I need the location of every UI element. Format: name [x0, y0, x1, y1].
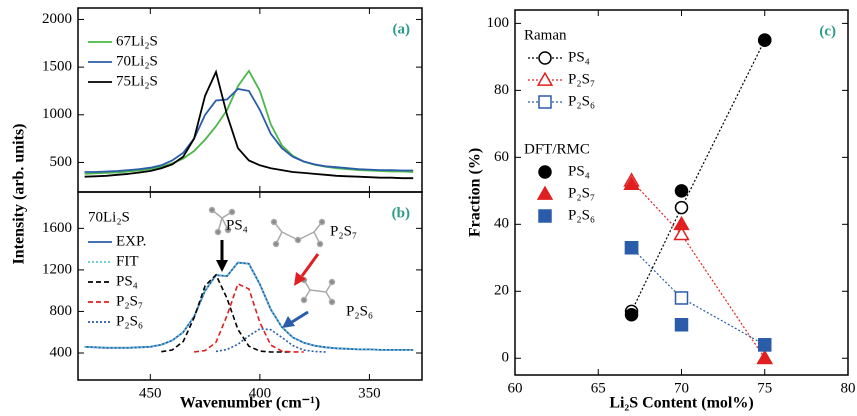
- annotation: P₂S₆: [346, 303, 373, 319]
- marker: [674, 184, 689, 198]
- marker: [758, 33, 772, 47]
- spectrum-line: [215, 327, 326, 353]
- y-tick-label: 400: [50, 344, 73, 360]
- marker: [624, 307, 639, 322]
- y-axis-label: Fraction (%): [467, 148, 484, 237]
- marker: [536, 71, 554, 86]
- marker: [758, 338, 772, 352]
- spectrum-line: [194, 282, 304, 353]
- y-tick-label: 20: [494, 283, 509, 299]
- panel-label: (a): [393, 21, 411, 37]
- legend-label: P₂S₇: [568, 185, 595, 201]
- legend-group-title: DFT/RMC: [524, 141, 590, 157]
- plot-frame: [77, 191, 423, 381]
- legend-label: P₂S₆: [116, 313, 143, 329]
- spectrum-line: [84, 261, 414, 351]
- legend-label: P₂S₇: [116, 293, 143, 309]
- y-tick-label: 2000: [42, 11, 72, 27]
- marker: [538, 209, 552, 223]
- connector-line: [631, 39, 766, 312]
- marker: [674, 318, 689, 332]
- legend-label: PS₄: [568, 163, 590, 179]
- x-tick-label: 400: [249, 385, 272, 401]
- x-tick-label: 450: [139, 385, 162, 401]
- marker: [674, 200, 689, 215]
- panel-label: (c): [819, 23, 836, 39]
- legend-title: 70Li₂S: [88, 209, 130, 225]
- legend-label: PS₄: [116, 273, 138, 289]
- legend-group-title: Raman: [524, 27, 567, 43]
- spectrum-line: [84, 88, 414, 173]
- marker: [673, 215, 690, 231]
- y-tick-label: 100: [487, 15, 510, 31]
- marker: [538, 95, 552, 109]
- legend-label: PS₄: [568, 49, 590, 65]
- marker: [536, 185, 554, 200]
- marker: [756, 349, 773, 365]
- marker: [623, 175, 640, 190]
- legend-label: 70Li₂S: [116, 53, 158, 69]
- legend-label: FIT: [116, 253, 139, 269]
- arrows: [216, 240, 320, 328]
- y-tick-label: 800: [50, 303, 73, 319]
- marker: [624, 241, 639, 255]
- y-tick-label: 80: [494, 82, 509, 98]
- x-tick-label: 70: [674, 380, 689, 396]
- x-tick-label: 80: [841, 380, 856, 396]
- marker: [674, 291, 689, 305]
- x-axis-label: Li₂S Content (mol%): [609, 395, 753, 412]
- x-axis-label: Wavenumber (cm⁻¹): [180, 395, 320, 412]
- legend-label: 75Li₂S: [116, 73, 158, 89]
- y-tick-label: 1500: [42, 59, 72, 75]
- marker: [538, 51, 552, 65]
- y-tick-label: 60: [494, 149, 509, 165]
- y-axis-label: Intensity (arb. units): [11, 124, 28, 265]
- annotation: PS₄: [226, 217, 248, 233]
- spectrum-line: [84, 69, 414, 180]
- legend-label: P₂S₆: [568, 93, 595, 109]
- x-tick-label: 350: [358, 385, 381, 401]
- marker: [538, 165, 552, 179]
- spectrum-line: [84, 69, 414, 175]
- legend-label: 67Li₂S: [116, 33, 158, 49]
- annotation: P₂S₇: [330, 223, 357, 239]
- y-tick-label: 40: [494, 216, 509, 232]
- legend-label: P₂S₆: [568, 207, 595, 223]
- y-tick-label: 0: [502, 350, 510, 366]
- legend-label: P₂S₇: [568, 71, 595, 87]
- legend-label: EXP.: [116, 233, 146, 249]
- molecule-icons: [208, 206, 336, 306]
- x-tick-label: 65: [591, 380, 606, 396]
- connector-line: [631, 180, 766, 359]
- y-tick-label: 1600: [42, 220, 72, 236]
- y-tick-label: 1000: [42, 106, 72, 122]
- x-tick-label: 75: [757, 380, 772, 396]
- y-tick-label: 1200: [42, 261, 72, 277]
- marker: [673, 225, 690, 241]
- connector-line: [631, 247, 766, 346]
- panel-label: (b): [392, 205, 410, 221]
- spectrum-line: [161, 273, 293, 353]
- x-tick-label: 60: [508, 380, 523, 396]
- y-tick-label: 500: [50, 154, 73, 170]
